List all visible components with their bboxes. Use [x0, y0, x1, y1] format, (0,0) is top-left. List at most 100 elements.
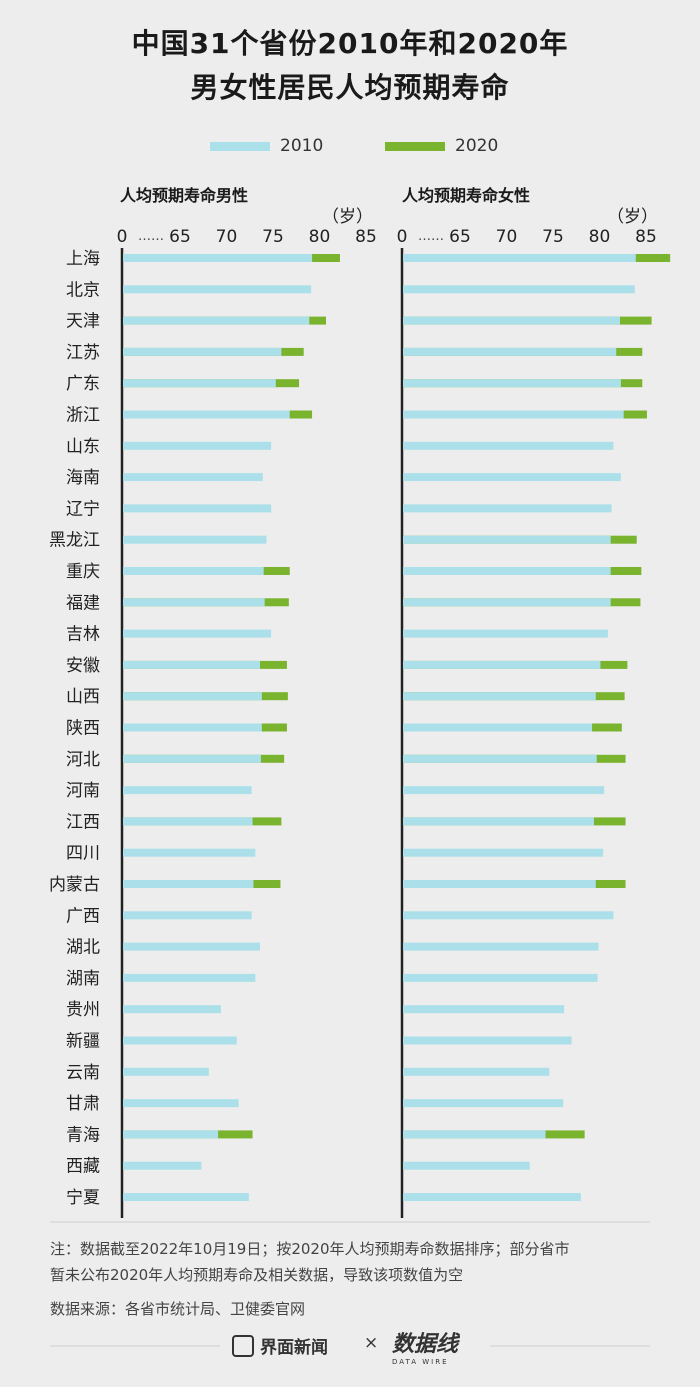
bar-2010 [123, 1099, 239, 1108]
bar-2010 [403, 1193, 581, 1201]
bar-2010 [403, 786, 605, 795]
category-label: 陕西 [66, 719, 100, 739]
bar-2010 [123, 942, 260, 951]
category-label: 内蒙古 [49, 875, 100, 895]
bar-2010 [123, 598, 265, 607]
bar-2010 [123, 1193, 249, 1201]
category-label: 山西 [66, 687, 100, 707]
bar-2010 [123, 1130, 219, 1139]
legend-swatch-2020 [385, 141, 445, 151]
bar-2010 [403, 880, 596, 888]
legend-label-2020: 2020 [455, 136, 499, 156]
chart-title-line1: 中国31个省份2010年和2020年 [131, 27, 569, 60]
bar-2010 [403, 285, 635, 294]
bar-2010 [403, 316, 620, 325]
bar-2010 [403, 817, 594, 826]
bar-2010 [123, 379, 276, 388]
bar-2010 [403, 254, 636, 262]
female-unit-label: （岁） [607, 207, 658, 227]
category-label: 上海 [66, 249, 100, 269]
brand-right-sub: DATA WIRE [392, 1358, 449, 1366]
legend-item-2020: 2020 [385, 135, 498, 157]
bar-2010 [123, 880, 254, 888]
legend-item-2010: 2010 [210, 135, 323, 157]
bar-2010 [123, 504, 272, 513]
category-label: 福建 [66, 593, 100, 613]
bar-2010 [123, 973, 256, 982]
category-label: 新疆 [66, 1032, 100, 1052]
category-label: 宁夏 [66, 1188, 100, 1208]
brand-separator: × [364, 1333, 379, 1353]
bar-2010 [403, 441, 614, 450]
data-source: 数据来源：各省市统计局、卫健委官网 [50, 1300, 306, 1318]
bar-2010 [123, 441, 272, 450]
bar-2010 [123, 567, 264, 575]
category-label: 甘肃 [66, 1094, 100, 1114]
brand-right-label: 数据线 [392, 1332, 459, 1357]
bar-2010 [403, 848, 604, 857]
category-label: 西藏 [66, 1157, 100, 1177]
bar-2010 [123, 848, 256, 857]
bar-2010 [403, 1130, 546, 1139]
tick-label: 0 [117, 227, 128, 247]
bar-2010 [403, 473, 621, 482]
footnote-line2: 暂未公布2020年人均预期寿命及相关数据，导致该项数值为空 [50, 1266, 464, 1284]
bar-2010 [403, 754, 597, 763]
tick-label: 85 [355, 227, 377, 247]
legend-swatch-2010 [210, 141, 270, 151]
category-label: 广西 [66, 906, 100, 926]
category-label: 海南 [66, 468, 100, 488]
bar-2010 [403, 660, 601, 669]
tick-label: 80 [589, 227, 611, 247]
tick-label: 70 [496, 227, 518, 247]
bar-2010 [123, 410, 290, 419]
category-label: 北京 [66, 280, 100, 300]
bar-2010 [123, 723, 262, 732]
bar-2010 [403, 1036, 572, 1045]
bar-2010 [403, 911, 614, 920]
tick-label: 0 [397, 227, 408, 247]
category-label: 江西 [66, 812, 100, 832]
tick-label: 65 [449, 227, 471, 247]
category-label: 黑龙江 [49, 531, 100, 551]
tick-label: 75 [262, 227, 284, 247]
female-panel-title: 人均预期寿命女性 [402, 186, 531, 205]
brand-jiemian: 界面新闻 [232, 1333, 328, 1358]
bar-2010 [123, 1067, 209, 1076]
bar-2010 [123, 285, 312, 294]
bar-2010 [403, 1005, 565, 1014]
category-label: 四川 [66, 844, 100, 864]
bar-2010 [403, 973, 598, 982]
bar-2010 [403, 723, 593, 732]
category-label: 青海 [66, 1125, 100, 1145]
category-label: 辽宁 [66, 499, 100, 519]
bar-2010 [123, 1036, 237, 1045]
bar-2010 [403, 942, 599, 951]
bar-2010 [403, 598, 611, 607]
bar-2010 [403, 504, 612, 513]
jiemian-logo-icon [232, 1334, 254, 1357]
bar-2010 [123, 316, 310, 325]
category-label: 贵州 [66, 1000, 100, 1020]
category-label: 湖北 [66, 938, 100, 958]
bar-2010 [123, 473, 263, 482]
category-label: 广东 [66, 374, 100, 394]
tick-label: 75 [542, 227, 564, 247]
category-label: 天津 [66, 312, 100, 332]
bar-2010 [123, 660, 260, 669]
category-label: 重庆 [66, 562, 100, 582]
bar-2010 [403, 347, 617, 356]
axis-break: …… [418, 229, 444, 244]
legend-label-2010: 2010 [280, 136, 324, 156]
bar-2010 [123, 754, 261, 763]
bar-2010 [403, 1099, 564, 1108]
category-label: 山东 [66, 437, 100, 457]
brand-left-label: 界面新闻 [260, 1338, 328, 1358]
bar-2010 [403, 629, 608, 638]
bar-2010 [403, 692, 596, 701]
chart-title-line2: 男女性居民人均预期寿命 [190, 71, 510, 104]
category-label: 安徽 [66, 656, 100, 676]
tick-label: 70 [216, 227, 238, 247]
